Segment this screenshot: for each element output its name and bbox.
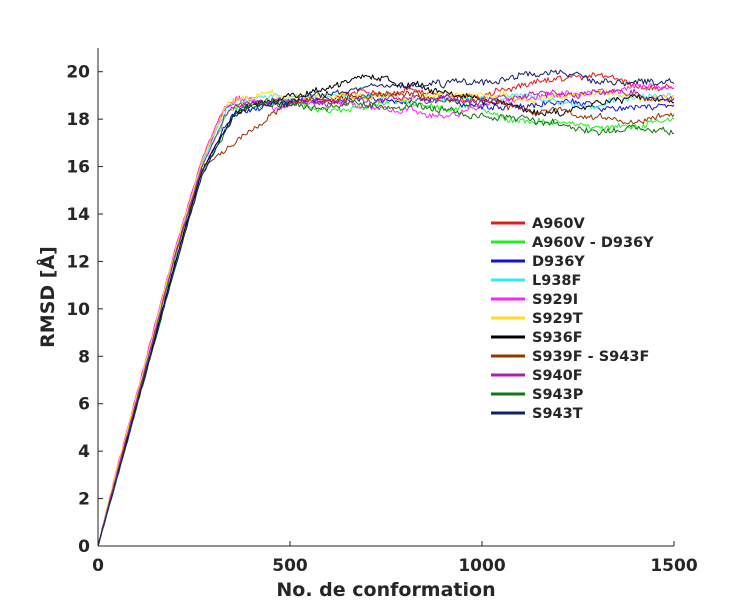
y-tick-label: 16 — [66, 158, 90, 178]
y-tick-label: 0 — [78, 537, 90, 557]
series-layer — [97, 69, 675, 547]
legend-label: S929I — [532, 292, 578, 308]
legend-label: A960V — [532, 216, 585, 232]
y-tick-label: 8 — [78, 347, 90, 367]
x-axis-label: No. de conformation — [276, 579, 495, 601]
series-line-s929i — [97, 82, 675, 547]
legend-label: S943T — [532, 406, 583, 422]
axes-layer — [97, 48, 674, 547]
series-line-s943p — [97, 98, 675, 547]
legend-label: S929T — [532, 311, 583, 327]
legend-label: S936F — [532, 330, 583, 346]
legend-label: S943P — [532, 387, 584, 403]
series-line-s929t — [97, 89, 675, 547]
series-line-a960v — [97, 72, 675, 547]
legend-label: S940F — [532, 368, 583, 384]
ticks-layer: 0 2 4 6 8 10 12 14 16 18 20 0 500 1000 1500 — [66, 63, 697, 576]
series-line-s939f-s943f — [97, 90, 675, 547]
y-tick-label: 20 — [66, 63, 90, 83]
legend-label: L938F — [532, 273, 581, 289]
x-tick-label: 500 — [272, 556, 308, 576]
y-tick-label: 2 — [78, 490, 90, 510]
y-tick-label: 10 — [66, 300, 90, 320]
series-line-l938f — [97, 91, 675, 547]
x-tick-label: 1000 — [458, 556, 505, 576]
legend-label: A960V - D936Y — [532, 235, 654, 251]
legend-label: S939F - S943F — [532, 349, 649, 365]
y-tick-label: 4 — [78, 442, 90, 462]
series-line-a960v-d936y — [97, 98, 675, 547]
x-tick-label: 1500 — [650, 556, 697, 576]
x-tick-label: 0 — [92, 556, 104, 576]
series-line-s943t — [97, 69, 675, 547]
legend: A960V A960V - D936Y D936Y L938F S929I S929T S9… — [491, 216, 654, 422]
legend-label: D936Y — [532, 254, 585, 270]
y-tick-label: 12 — [66, 252, 90, 272]
y-axis-label: RMSD [Å] — [35, 246, 59, 348]
series-line-s940f — [97, 88, 675, 547]
series-line-d936y — [97, 93, 675, 547]
y-tick-label: 6 — [78, 395, 90, 415]
y-tick-label: 18 — [66, 110, 90, 130]
y-tick-label: 14 — [66, 205, 90, 225]
series-line-s936f — [97, 74, 675, 547]
